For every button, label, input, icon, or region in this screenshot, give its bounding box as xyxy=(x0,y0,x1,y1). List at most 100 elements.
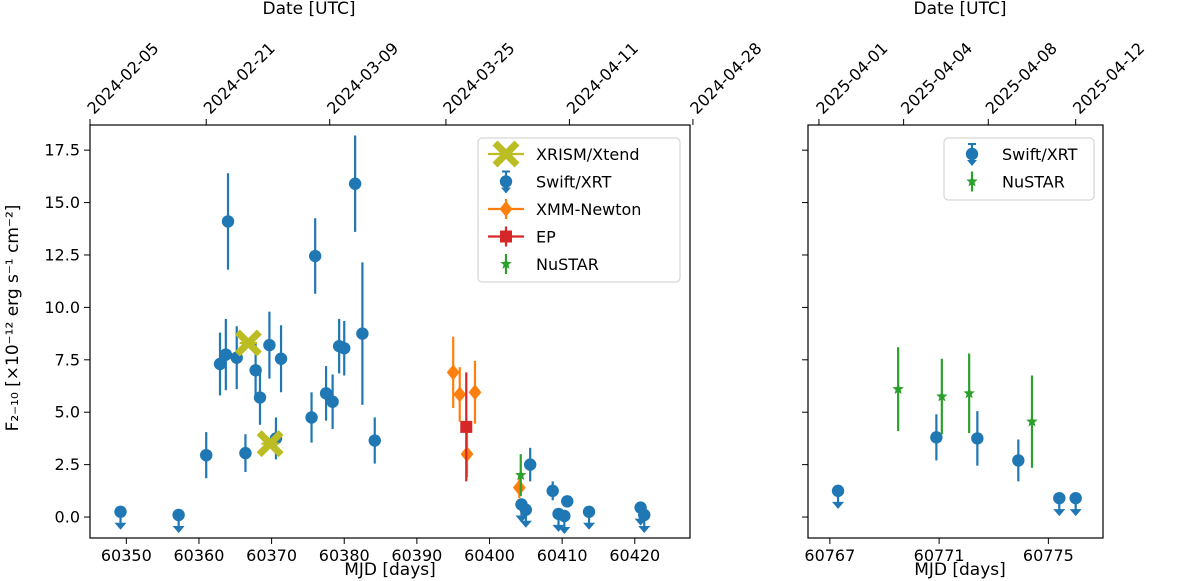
right-nustar-point xyxy=(892,383,904,395)
left-swift-xrt-upper-limit-arrow xyxy=(114,522,127,530)
right-legend-label: Swift/XRT xyxy=(1002,145,1078,164)
left-x-tick-label: 60350 xyxy=(101,546,152,565)
right-swift-xrt-point xyxy=(971,432,984,445)
right-swift-xrt-upper-limit-arrow xyxy=(1069,509,1082,517)
left-top-date-label: 2024-02-21 xyxy=(200,39,279,118)
left-swift-xrt-upper-limit-point xyxy=(558,509,571,523)
right-swift-xrt-upper-limit-point xyxy=(1053,491,1066,505)
right-plot-frame xyxy=(807,124,1104,539)
right-x-tick-label: 60771 xyxy=(914,546,965,565)
left-swift-xrt-point xyxy=(546,484,559,498)
left-swift-xrt-upper-limit-point xyxy=(582,505,596,518)
left-ep-point xyxy=(460,420,473,433)
left-swift-xrt-point xyxy=(356,327,369,340)
left-swift-xrt-point xyxy=(263,338,276,352)
right-legend-arrow xyxy=(967,160,977,166)
left-legend-label: Swift/XRT xyxy=(536,173,612,192)
left-y-tick-label: 15.0 xyxy=(44,193,80,212)
left-legend-arrow xyxy=(501,187,511,194)
left-swift-xrt-point xyxy=(523,458,537,471)
left-plot-frame xyxy=(89,124,691,539)
left-top-date-label: 2024-04-11 xyxy=(563,39,642,118)
right-legend-label: NuSTAR xyxy=(1002,173,1065,192)
left-x-axis-title: MJD [days] xyxy=(344,560,436,580)
left-x-tick-label: 60390 xyxy=(391,546,442,565)
left-xrism-xtend-point xyxy=(256,430,284,458)
left-y-tick-label: 0.0 xyxy=(55,508,80,527)
left-legend-marker xyxy=(500,258,512,269)
right-nustar-point xyxy=(963,387,975,399)
right-nustar-point xyxy=(1026,415,1038,427)
right-x-tick-label: 60767 xyxy=(804,546,855,565)
left-xmm-newton-point xyxy=(468,384,482,401)
right-top-date-label: 2025-04-12 xyxy=(1069,39,1148,118)
left-legend-label: NuSTAR xyxy=(536,255,599,274)
left-swift-xrt-upper-limit-arrow xyxy=(515,515,528,523)
left-swift-xrt-point xyxy=(368,434,381,447)
right-swift-xrt-upper-limit-point xyxy=(831,484,845,498)
left-swift-xrt-upper-limit-arrow xyxy=(558,526,571,534)
right-nustar-point xyxy=(936,390,948,402)
right-top-axis-title: Date [UTC] xyxy=(913,0,1006,19)
left-x-tick-label: 60370 xyxy=(246,546,297,565)
right-x-axis-title: MJD [days] xyxy=(914,560,1006,580)
left-x-tick-label: 60360 xyxy=(174,546,225,565)
left-swift-xrt-point xyxy=(253,391,267,404)
left-swift-xrt-point xyxy=(219,348,233,361)
left-xmm-newton-point xyxy=(446,364,460,381)
right-swift-xrt-upper-limit-point xyxy=(1069,491,1082,505)
left-xmm-newton-point xyxy=(512,479,526,496)
left-swift-xrt-point xyxy=(213,357,227,371)
left-swift-xrt-upper-limit-point xyxy=(172,508,185,522)
left-legend-marker xyxy=(499,175,513,188)
left-swift-xrt-point xyxy=(338,342,351,355)
right-x-tick-label: 60775 xyxy=(1023,546,1074,565)
left-legend-marker xyxy=(500,230,512,243)
left-swift-xrt-upper-limit-point xyxy=(638,508,651,522)
left-swift-xrt-point xyxy=(249,364,262,377)
left-top-date-label: 2024-02-05 xyxy=(83,39,162,118)
left-top-date-label: 2024-04-28 xyxy=(686,39,765,118)
left-swift-xrt-point xyxy=(239,446,252,460)
right-legend-box xyxy=(943,137,1095,201)
right-swift-xrt-point xyxy=(930,431,943,444)
right-legend-marker xyxy=(965,147,979,161)
left-nustar-point xyxy=(515,469,527,480)
left-legend-label: EP xyxy=(536,228,556,247)
left-legend-label: XMM-Newton xyxy=(536,200,641,219)
left-swift-xrt-point xyxy=(308,249,322,263)
left-legend-box xyxy=(477,137,681,283)
plot-layer: 60350 60360 60370 60380 60390 60400 60410 60420… xyxy=(44,39,1148,565)
left-top-date-label: 2024-03-25 xyxy=(439,39,518,118)
left-x-tick-label: 60410 xyxy=(537,546,588,565)
left-top-date-label: 2024-03-09 xyxy=(323,39,402,118)
left-legend-marker xyxy=(499,201,513,217)
left-y-tick-label: 5.0 xyxy=(55,403,80,422)
left-swift-xrt-upper-limit-arrow xyxy=(583,522,596,530)
left-y-tick-label: 17.5 xyxy=(44,141,80,160)
left-y-tick-label: 10.0 xyxy=(44,298,80,317)
left-swift-xrt-point xyxy=(326,395,339,408)
left-x-tick-label: 60400 xyxy=(464,546,515,565)
left-swift-xrt-point xyxy=(305,411,318,424)
left-swift-xrt-upper-limit-arrow xyxy=(172,525,185,533)
left-top-axis-title: Date [UTC] xyxy=(262,0,355,19)
left-x-tick-label: 60420 xyxy=(609,546,660,565)
left-x-tick-label: 60380 xyxy=(319,546,370,565)
left-xrism-xtend-point xyxy=(234,329,262,357)
right-swift-xrt-upper-limit-arrow xyxy=(832,501,845,509)
right-swift-xrt-point xyxy=(1012,454,1025,467)
y-axis-title: F₂₋₁₀ [×10⁻¹² erg s⁻¹ cm⁻²] xyxy=(3,205,23,432)
left-y-tick-label: 2.5 xyxy=(55,455,80,474)
left-swift-xrt-point xyxy=(348,177,362,190)
left-swift-xrt-upper-limit-arrow xyxy=(552,524,565,532)
left-legend-marker xyxy=(492,140,520,168)
left-swift-xrt-point xyxy=(561,495,574,508)
right-top-date-label: 2025-04-08 xyxy=(982,39,1061,118)
right-top-date-label: 2025-04-04 xyxy=(897,39,976,118)
right-swift-xrt-upper-limit-arrow xyxy=(1053,509,1066,517)
left-swift-xrt-point xyxy=(274,352,288,365)
left-swift-xrt-point xyxy=(319,387,333,400)
left-swift-xrt-upper-limit-arrow xyxy=(638,525,651,533)
